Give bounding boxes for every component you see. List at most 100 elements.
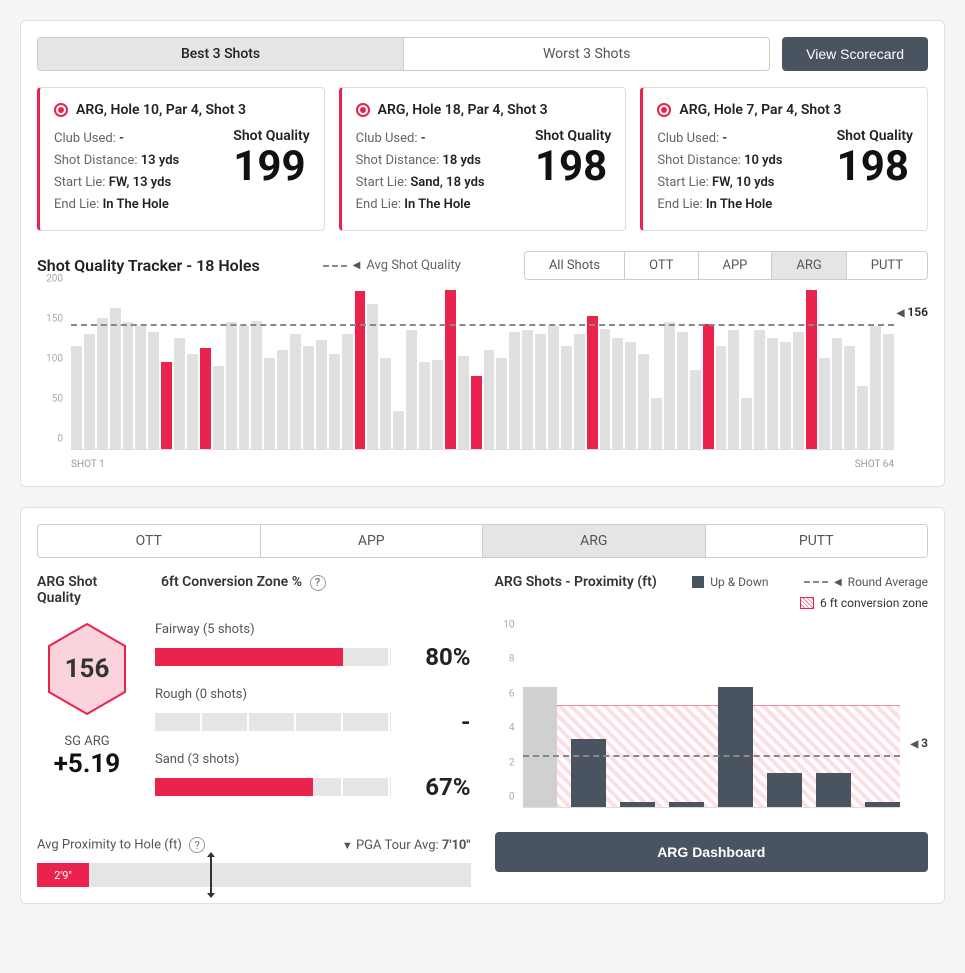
arrow-left-icon: ◀ bbox=[910, 739, 918, 750]
tracker-bar[interactable] bbox=[883, 334, 894, 449]
tracker-bar[interactable] bbox=[97, 318, 108, 449]
tracker-bar[interactable] bbox=[148, 332, 159, 450]
category-tab-app[interactable]: APP bbox=[261, 525, 484, 557]
tracker-bar[interactable] bbox=[84, 334, 95, 449]
tracker-bar[interactable] bbox=[367, 304, 378, 449]
proximity-bar[interactable] bbox=[718, 687, 753, 807]
tracker-bar[interactable] bbox=[561, 346, 572, 449]
tracker-bar[interactable] bbox=[741, 398, 752, 450]
tracker-bar[interactable] bbox=[380, 358, 391, 449]
tracker-bar[interactable] bbox=[135, 326, 146, 449]
tracker-bar[interactable] bbox=[780, 342, 791, 449]
tracker-bar[interactable] bbox=[277, 350, 288, 449]
tracker-bar[interactable] bbox=[509, 332, 520, 450]
tracker-bar[interactable] bbox=[316, 340, 327, 450]
tracker-bar[interactable] bbox=[484, 350, 495, 449]
tracker-bar[interactable] bbox=[496, 358, 507, 449]
tracker-bar[interactable] bbox=[264, 358, 275, 449]
tracker-bar[interactable] bbox=[612, 338, 623, 449]
conversion-row: Sand (3 shots) 67% bbox=[155, 752, 471, 801]
filter-tab-arg[interactable]: ARG bbox=[772, 252, 846, 279]
tracker-bar[interactable] bbox=[393, 411, 404, 449]
tracker-bar[interactable] bbox=[638, 354, 649, 449]
tracker-bar[interactable] bbox=[355, 291, 366, 449]
category-tab-arg[interactable]: ARG bbox=[483, 525, 706, 557]
tracker-bar[interactable] bbox=[200, 348, 211, 450]
legend-updown-text: Up & Down bbox=[710, 575, 768, 589]
tracker-bar[interactable] bbox=[471, 376, 482, 449]
filter-tab-app[interactable]: APP bbox=[699, 252, 773, 279]
tracker-bar[interactable] bbox=[574, 334, 585, 449]
tracker-bar[interactable] bbox=[832, 338, 843, 449]
tracker-bar[interactable] bbox=[329, 354, 340, 449]
tracker-bar[interactable] bbox=[226, 322, 237, 449]
y-tick: 150 bbox=[46, 314, 63, 325]
legend-zone-text: 6 ft conversion zone bbox=[820, 596, 928, 610]
tracker-bar[interactable] bbox=[728, 330, 739, 449]
tracker-bar[interactable] bbox=[716, 346, 727, 449]
help-icon[interactable]: ? bbox=[310, 575, 326, 591]
proximity-bar[interactable] bbox=[767, 773, 802, 807]
tracker-bar[interactable] bbox=[690, 370, 701, 450]
proximity-bar[interactable] bbox=[865, 802, 900, 807]
filter-tab-putt[interactable]: PUTT bbox=[847, 252, 927, 279]
tracker-bar[interactable] bbox=[303, 346, 314, 449]
tracker-bar[interactable] bbox=[600, 329, 611, 450]
tracker-bar[interactable] bbox=[123, 322, 134, 449]
filter-tab-all-shots[interactable]: All Shots bbox=[525, 252, 625, 279]
tracker-bar[interactable] bbox=[239, 326, 250, 449]
tracker-bar[interactable] bbox=[535, 334, 546, 449]
proximity-bar[interactable] bbox=[523, 687, 558, 807]
tracker-bar[interactable] bbox=[857, 386, 868, 450]
tracker-bar[interactable] bbox=[445, 290, 456, 449]
proximity-bar[interactable] bbox=[571, 739, 606, 808]
tracker-bar[interactable] bbox=[844, 346, 855, 449]
tracker-bar[interactable] bbox=[754, 330, 765, 449]
tracker-bar[interactable] bbox=[290, 334, 301, 449]
tracker-bar[interactable] bbox=[213, 366, 224, 449]
tracker-legend: ◀ Avg Shot Quality bbox=[323, 258, 461, 273]
shot-card[interactable]: ARG, Hole 18, Par 4, Shot 3 Club Used: -… bbox=[339, 87, 627, 231]
tracker-bar[interactable] bbox=[174, 338, 185, 449]
shot-card[interactable]: ARG, Hole 7, Par 4, Shot 3 Club Used: - … bbox=[640, 87, 928, 231]
tracker-bar[interactable] bbox=[767, 338, 778, 449]
tracker-bar[interactable] bbox=[587, 316, 598, 450]
tracker-bar[interactable] bbox=[548, 326, 559, 449]
tracker-bar[interactable] bbox=[664, 322, 675, 449]
tracker-bar[interactable] bbox=[71, 346, 82, 449]
tracker-bar[interactable] bbox=[458, 356, 469, 450]
tracker-bar[interactable] bbox=[251, 321, 262, 450]
tracker-bar[interactable] bbox=[806, 290, 817, 449]
tracker-bar[interactable] bbox=[432, 360, 443, 449]
tracker-bar[interactable] bbox=[651, 398, 662, 450]
tracker-bar[interactable] bbox=[819, 358, 830, 449]
category-tab-ott[interactable]: OTT bbox=[38, 525, 261, 557]
proximity-bar[interactable] bbox=[669, 802, 704, 807]
hex-stats-row: 156 SG ARG +5.19 Fairway (5 shots) 80% R… bbox=[37, 622, 471, 817]
tracker-bar[interactable] bbox=[625, 342, 636, 449]
category-tab-putt[interactable]: PUTT bbox=[706, 525, 928, 557]
tracker-bar[interactable] bbox=[161, 362, 172, 449]
tracker-bar[interactable] bbox=[342, 334, 353, 449]
view-scorecard-button[interactable]: View Scorecard bbox=[782, 37, 928, 71]
help-icon[interactable]: ? bbox=[189, 837, 205, 853]
filter-tab-ott[interactable]: OTT bbox=[625, 252, 698, 279]
square-icon bbox=[692, 576, 704, 588]
tracker-bar[interactable] bbox=[419, 362, 430, 449]
tab-worst-shots[interactable]: Worst 3 Shots bbox=[404, 38, 769, 70]
tracker-bar[interactable] bbox=[793, 332, 804, 450]
shot-quality-value: 198 bbox=[535, 144, 611, 190]
proximity-bar[interactable] bbox=[816, 773, 851, 807]
tracker-bar[interactable] bbox=[110, 308, 121, 450]
tracker-bar[interactable] bbox=[870, 326, 881, 449]
tracker-bar[interactable] bbox=[677, 332, 688, 450]
tracker-bar[interactable] bbox=[187, 354, 198, 449]
tab-best-shots[interactable]: Best 3 Shots bbox=[38, 38, 404, 70]
prox-chart-title: ARG Shots - Proximity (ft) bbox=[495, 574, 657, 590]
shot-card[interactable]: ARG, Hole 10, Par 4, Shot 3 Club Used: -… bbox=[37, 87, 325, 231]
tracker-bar[interactable] bbox=[406, 330, 417, 449]
proximity-bar[interactable] bbox=[620, 802, 655, 807]
tracker-bar[interactable] bbox=[522, 330, 533, 449]
arg-dashboard-button[interactable]: ARG Dashboard bbox=[495, 832, 929, 872]
tracker-bar[interactable] bbox=[703, 324, 714, 450]
